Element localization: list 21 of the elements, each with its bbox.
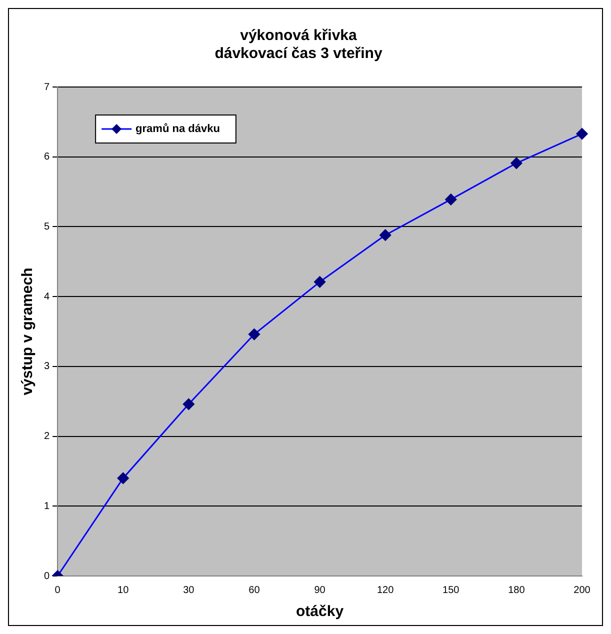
x-tick-label: 90 (314, 584, 326, 596)
x-tick-label: 30 (183, 584, 195, 596)
y-tick-label: 0 (44, 570, 50, 582)
y-tick-label: 3 (44, 361, 50, 372)
x-tick-label: 60 (248, 584, 260, 596)
y-tick-label: 7 (44, 82, 50, 93)
x-tick-label: 10 (118, 584, 130, 596)
legend-label: gramů na dávku (136, 123, 220, 136)
y-tick-label: 2 (44, 431, 50, 442)
y-tick-label: 4 (44, 291, 50, 302)
x-tick-label: 150 (442, 584, 460, 596)
x-tick-label: 120 (376, 584, 394, 596)
x-tick-label: 180 (508, 584, 526, 596)
y-tick-label: 1 (44, 500, 50, 512)
y-tick-label: 5 (44, 221, 50, 232)
x-tick-label: 200 (574, 584, 591, 596)
y-axis-title: výstup v gramech (19, 268, 36, 396)
y-tick-label: 6 (44, 152, 50, 163)
chart-title: výkonová křivka dávkovací čas 3 vteřiny (214, 27, 383, 62)
x-axis-title: otáčky (296, 603, 344, 620)
x-tick-label: 0 (54, 584, 61, 596)
